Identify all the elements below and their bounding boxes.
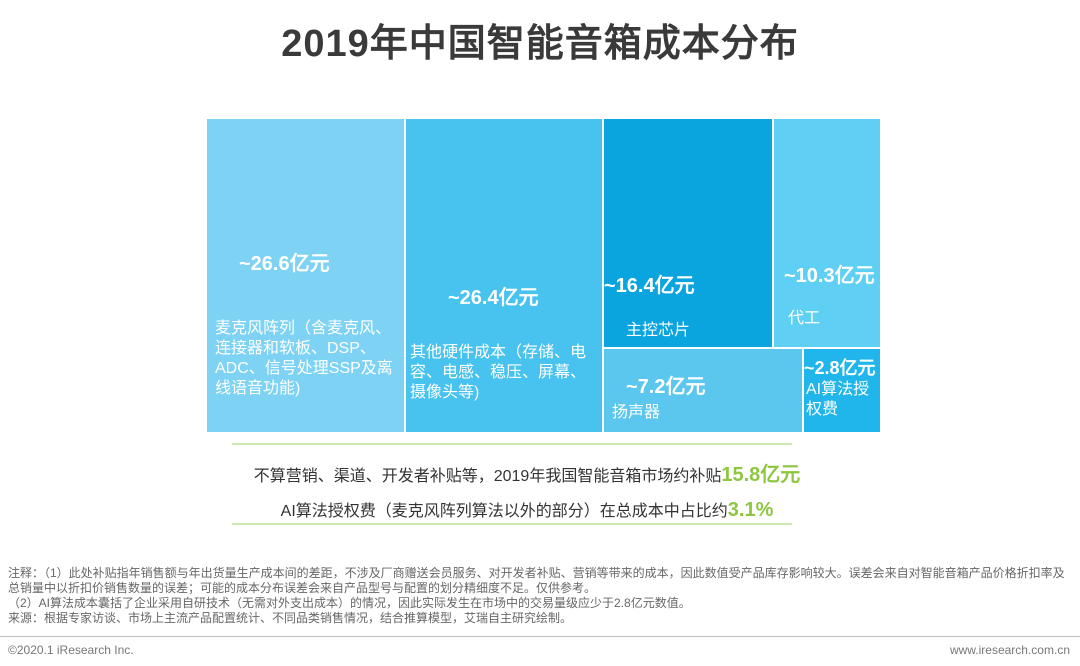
treemap-tile-ai-license: ~2.8亿元 AI算法授权费: [804, 349, 880, 432]
treemap-tile-other-hardware: ~26.4亿元其他硬件成本（存储、电容、电感、稳压、屏幕、摄像头等): [406, 119, 602, 432]
tile-value-main-chip: ~16.4亿元: [604, 275, 695, 297]
footer-rule: [0, 636, 1080, 637]
ai-share-note-text: AI算法授权费（麦克风阵列算法以外的部分）在总成本中占比约: [280, 503, 728, 520]
footnote-2: （2）AI算法成本囊括了企业采用自研技术（无需对外支出成本）的情况，因此实际发生…: [8, 596, 691, 610]
tile-value-speaker: ~7.2亿元: [626, 376, 706, 398]
footnote-1: 注释：（1）此处补贴指年销售额与年出货量生产成本间的差距，不涉及厂商赠送会员服务…: [8, 566, 1065, 595]
tile-label-oem: 代工: [788, 310, 821, 327]
treemap-tile-oem: ~10.3亿元代工: [774, 119, 880, 347]
tile-label-other-hardware: 其他硬件成本（存储、电容、电感、稳压、屏幕、摄像头等): [410, 344, 587, 401]
tile-value-mic-array: ~26.6亿元: [239, 253, 330, 275]
treemap-tile-speaker: ~7.2亿元扬声器: [604, 349, 802, 432]
treemap-tile-main-chip: ~16.4亿元主控芯片: [604, 119, 772, 347]
divider-bottom: [232, 523, 792, 525]
ai-share-value: 3.1%: [727, 499, 774, 521]
footnote-source: 来源：根据专家访谈、市场上主流产品配置统计、不同品类销售情况，结合推算模型，艾瑞…: [8, 611, 573, 625]
divider-top: [232, 443, 792, 445]
page-title: 2019年中国智能音箱成本分布: [281, 23, 799, 65]
subsidy-note: 不算营销、渠道、开发者补贴等，2019年我国智能音箱市场约补贴15.8亿元: [232, 458, 822, 487]
copyright: ©2020.1 iResearch Inc.: [8, 643, 134, 657]
ai-share-note: AI算法授权费（麦克风阵列算法以外的部分）在总成本中占比约3.1%: [232, 497, 822, 522]
tile-label-ai-license: AI算法授权费: [806, 381, 870, 418]
treemap-tile-mic-array: ~26.6亿元麦克风阵列（含麦克风、连接器和软板、DSP、ADC、信号处理SSP…: [207, 119, 404, 432]
tile-label-speaker: 扬声器: [612, 404, 661, 421]
tile-value-other-hardware: ~26.4亿元: [448, 287, 539, 309]
footnotes: 注释：（1）此处补贴指年销售额与年出货量生产成本间的差距，不涉及厂商赠送会员服务…: [8, 566, 1072, 626]
tile-value-ai-license: ~2.8亿元: [804, 358, 876, 378]
website-link[interactable]: www.iresearch.com.cn: [949, 643, 1070, 657]
subsidy-value: 15.8亿元: [721, 464, 801, 486]
tile-value-oem: ~10.3亿元: [784, 265, 875, 287]
tile-label-mic-array: 麦克风阵列（含麦克风、连接器和软板、DSP、ADC、信号处理SSP及离线语音功能…: [215, 320, 393, 397]
tile-label-main-chip: 主控芯片: [626, 322, 691, 339]
subsidy-note-text: 不算营销、渠道、开发者补贴等，2019年我国智能音箱市场约补贴: [253, 468, 722, 485]
